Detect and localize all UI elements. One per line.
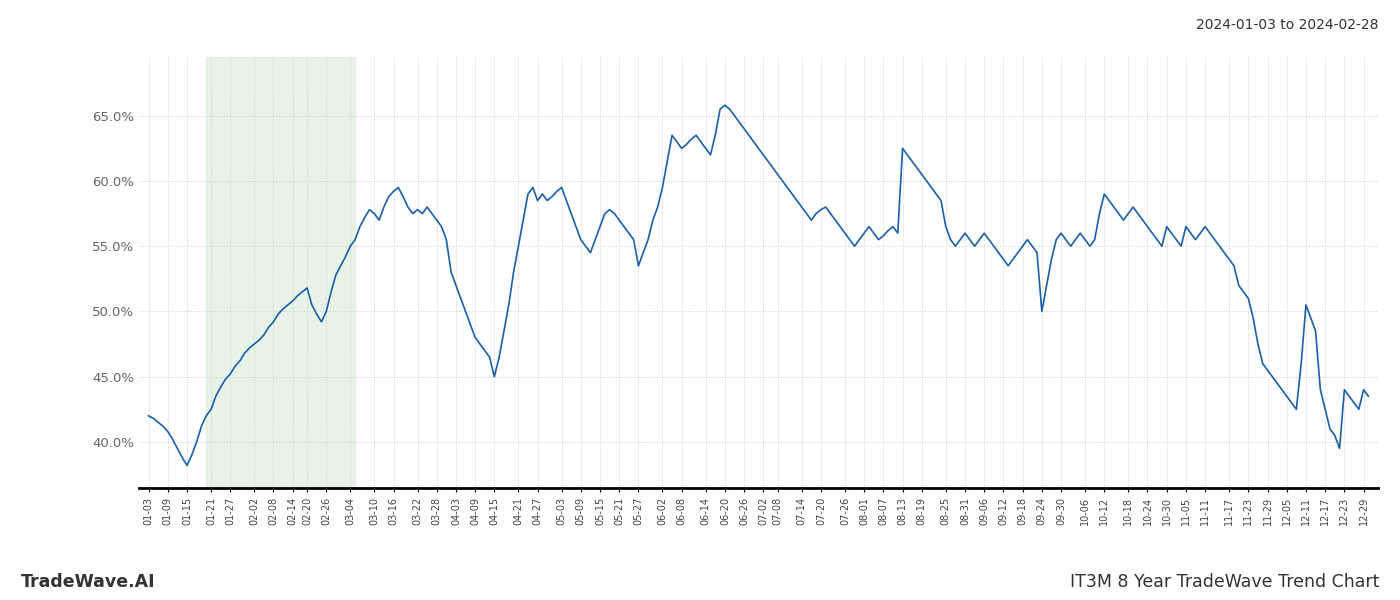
Text: 2024-01-03 to 2024-02-28: 2024-01-03 to 2024-02-28 [1197, 18, 1379, 32]
Text: IT3M 8 Year TradeWave Trend Chart: IT3M 8 Year TradeWave Trend Chart [1070, 573, 1379, 591]
Bar [206, 57, 356, 488]
Text: TradeWave.AI: TradeWave.AI [21, 573, 155, 591]
